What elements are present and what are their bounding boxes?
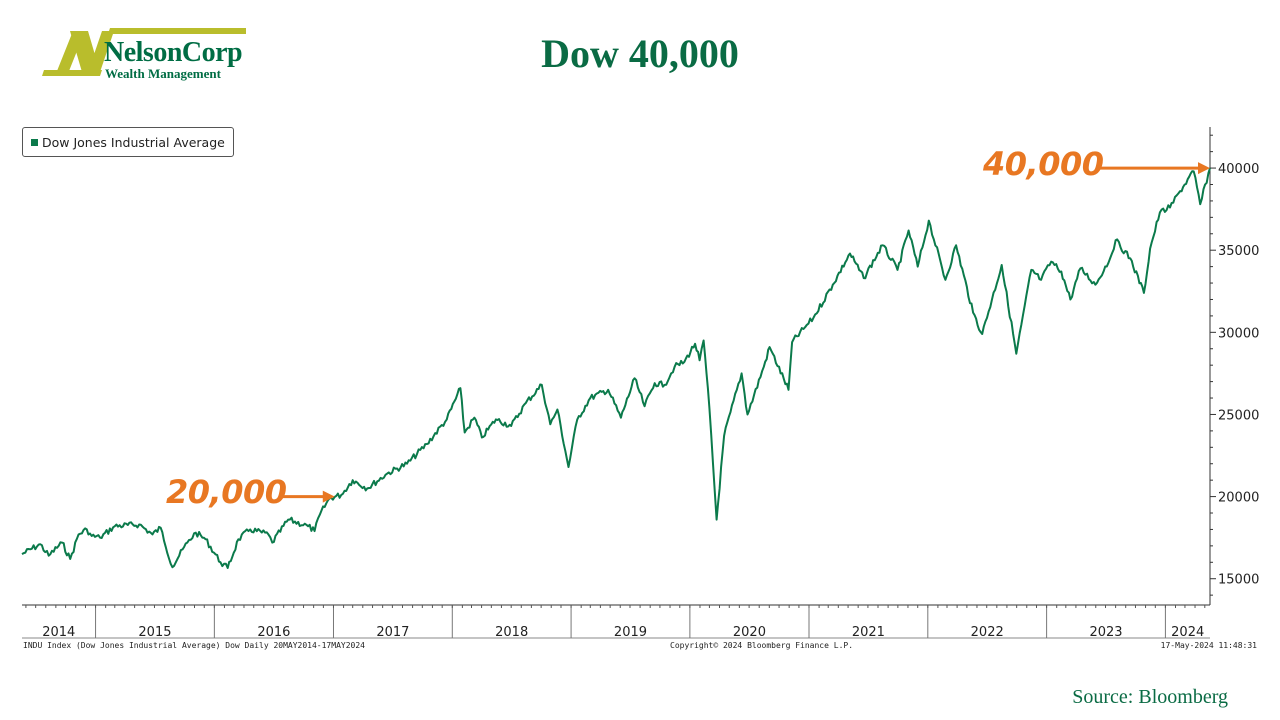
- source-note: Source: Bloomberg: [1072, 686, 1228, 708]
- x-tick-label: 2019: [614, 625, 647, 640]
- footer-copyright: Copyright© 2024 Bloomberg Finance L.P.: [670, 641, 854, 650]
- x-tick-label: 2024: [1171, 625, 1204, 640]
- x-tick-label: 2017: [376, 625, 409, 640]
- y-tick-label: 25000: [1218, 408, 1259, 423]
- y-tick-label: 40000: [1218, 162, 1259, 177]
- page-title: Dow 40,000: [541, 31, 739, 76]
- x-tick-label: 2020: [733, 625, 766, 640]
- y-tick-label: 15000: [1218, 573, 1259, 588]
- dow-series-line: [21, 167, 1211, 569]
- y-tick-label: 35000: [1218, 244, 1259, 259]
- x-tick-label: 2016: [257, 625, 290, 640]
- legend-label: Dow Jones Industrial Average: [42, 134, 225, 150]
- chart-axes: 15000 20000 25000 30000 35000 40000 2014 2015 20…: [22, 127, 1259, 640]
- brand-name: NelsonCorp: [104, 37, 243, 68]
- legend-swatch: [31, 138, 38, 146]
- chart-legend: Dow Jones Industrial Average: [22, 127, 234, 157]
- annotation-20000-label: 20,000: [166, 473, 287, 511]
- footer-index-info: INDU Index (Dow Jones Industrial Average…: [23, 641, 365, 650]
- x-tick-label: 2021: [852, 625, 885, 640]
- brand-tagline: Wealth Management: [105, 66, 221, 81]
- footer-timestamp: 17-May-2024 11:48:31: [1160, 641, 1257, 650]
- y-tick-label: 20000: [1218, 491, 1259, 506]
- x-tick-label: 2023: [1089, 625, 1122, 640]
- x-tick-label: 2015: [138, 625, 171, 640]
- x-tick-label: 2018: [495, 625, 528, 640]
- arrow-40000-head: [1198, 162, 1210, 175]
- annotation-arrows: [283, 162, 1210, 503]
- nelsoncorp-logo-mark: [42, 28, 246, 76]
- arrow-20000-head: [322, 490, 335, 503]
- y-tick-label: 30000: [1218, 326, 1259, 341]
- x-tick-label: 2014: [42, 625, 75, 640]
- annotation-40000-label: 40,000: [983, 145, 1104, 183]
- x-tick-label: 2022: [971, 625, 1004, 640]
